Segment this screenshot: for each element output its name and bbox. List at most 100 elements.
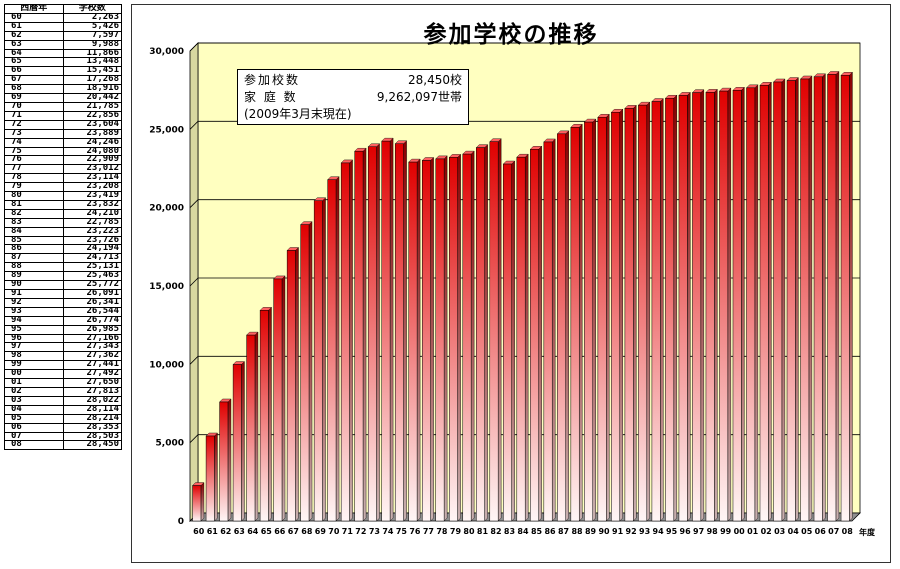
header-count: 学校数: [62, 4, 122, 14]
x-tick-label: 64: [247, 527, 259, 536]
table-row: 08 28,450: [4, 440, 122, 451]
table-cell-count: 5,426: [62, 21, 122, 32]
table-row: 79 23,208: [4, 182, 122, 193]
table-row: 72 23,604: [4, 119, 122, 130]
x-tick-label: 07: [828, 527, 839, 536]
table-cell-count: 28,114: [62, 404, 122, 415]
x-tick-label: 05: [801, 527, 813, 536]
table-cell-count: 22,856: [62, 110, 122, 121]
bar: [246, 331, 259, 522]
x-tick-label: 67: [288, 527, 299, 536]
table-cell-count: 23,114: [62, 173, 122, 184]
bar: [543, 138, 556, 522]
x-tick-label: 68: [301, 527, 313, 536]
table-cell-count: 23,726: [62, 235, 122, 246]
table-cell-year: 61: [4, 21, 64, 32]
x-tick-label: 82: [490, 527, 501, 536]
bar: [705, 88, 718, 522]
x-tick-label: 79: [450, 527, 462, 536]
table-row: 01 27,650: [4, 378, 122, 388]
x-tick-label: 65: [261, 527, 273, 536]
table-cell-year: 87: [4, 253, 64, 264]
table-row: 05 28,214: [4, 413, 122, 424]
bar: [610, 108, 624, 522]
bar: [759, 81, 772, 522]
info-schools-label: 参加校数: [244, 73, 301, 87]
table-cell-count: 15,451: [62, 66, 122, 77]
x-tick-label: 06: [815, 527, 827, 536]
table-row: 75 24,080: [4, 146, 122, 157]
table-cell-year: 01: [4, 378, 64, 388]
bar: [421, 156, 435, 522]
table-cell-year: 00: [4, 369, 64, 380]
table-cell-count: 22,909: [62, 155, 122, 166]
table-cell-year: 99: [4, 360, 64, 371]
table-row: 00 27,492: [4, 369, 122, 380]
bar: [286, 246, 299, 522]
bar: [435, 155, 448, 522]
table-cell-year: 63: [4, 39, 64, 50]
bar: [327, 176, 340, 522]
table-cell-year: 90: [4, 280, 64, 290]
table-cell-year: 04: [4, 404, 64, 415]
info-schools-row: 参加校数 28,450校: [244, 72, 462, 89]
x-tick-label: 87: [558, 527, 569, 536]
gridline: [189, 42, 860, 52]
x-tick-label: 73: [369, 527, 380, 536]
bar: [205, 432, 218, 522]
table-cell-count: 18,916: [62, 84, 122, 95]
table-cell-count: 11,866: [62, 48, 122, 59]
bar: [462, 150, 475, 522]
x-tick-label: 85: [531, 527, 543, 536]
table-cell-count: 24,194: [62, 244, 122, 255]
table-row: 98 27,362: [4, 351, 122, 362]
table-row: 65 13,448: [4, 57, 122, 68]
table-cell-count: 26,774: [62, 315, 122, 326]
table-cell-year: 84: [4, 226, 64, 237]
x-tick-label: 69: [315, 527, 327, 536]
table-cell-year: 64: [4, 48, 64, 59]
x-tick-label: 83: [504, 527, 515, 536]
table-cell-year: 72: [4, 119, 64, 130]
table-row: 63 9,988: [4, 39, 122, 50]
table-row: 92 26,341: [4, 297, 122, 308]
x-tick-label: 84: [517, 527, 529, 536]
x-tick-label: 00: [734, 527, 746, 536]
bar: [448, 153, 462, 522]
table-cell-count: 23,223: [62, 226, 122, 237]
table-cell-count: 24,713: [62, 253, 122, 264]
x-tick-label: 76: [409, 527, 421, 536]
table-cell-count: 27,650: [62, 378, 122, 388]
bar: [232, 361, 245, 522]
bar: [732, 86, 745, 522]
x-tick-label: 77: [423, 527, 434, 536]
bar-chart: 0 5,000 10,000 15,000 20,000 25,000 30,000 60 61…: [149, 42, 861, 536]
x-tick-label: 66: [274, 527, 286, 536]
table-row: 66 15,451: [4, 66, 122, 77]
table-row: 07 28,503: [4, 431, 122, 442]
table-cell-year: 91: [4, 289, 64, 299]
table-cell-count: 28,353: [62, 422, 122, 433]
table-cell-count: 7,597: [62, 30, 122, 41]
table-row: 62 7,597: [4, 30, 122, 41]
table-cell-year: 05: [4, 413, 64, 424]
table-row: 91 26,091: [4, 289, 122, 299]
table-cell-year: 82: [4, 208, 64, 219]
table-cell-year: 98: [4, 351, 64, 362]
bar: [678, 91, 691, 522]
table-row: 76 22,909: [4, 155, 122, 166]
table-row: 90 25,772: [4, 280, 122, 290]
table-cell-count: 23,604: [62, 119, 122, 130]
table-row: 04 28,114: [4, 404, 122, 415]
table-row: 73 23,889: [4, 128, 122, 139]
table-row: 78 23,114: [4, 173, 122, 184]
table-cell-year: 06: [4, 422, 64, 433]
table-row: 67 17,268: [4, 75, 122, 86]
table-cell-year: 96: [4, 333, 64, 344]
table-cell-year: 83: [4, 217, 64, 228]
table-row: 95 26,985: [4, 324, 122, 335]
bar: [313, 197, 327, 522]
table-cell-count: 25,772: [62, 280, 122, 290]
x-tick-label: 95: [666, 527, 678, 536]
table-cell-year: 62: [4, 30, 64, 41]
